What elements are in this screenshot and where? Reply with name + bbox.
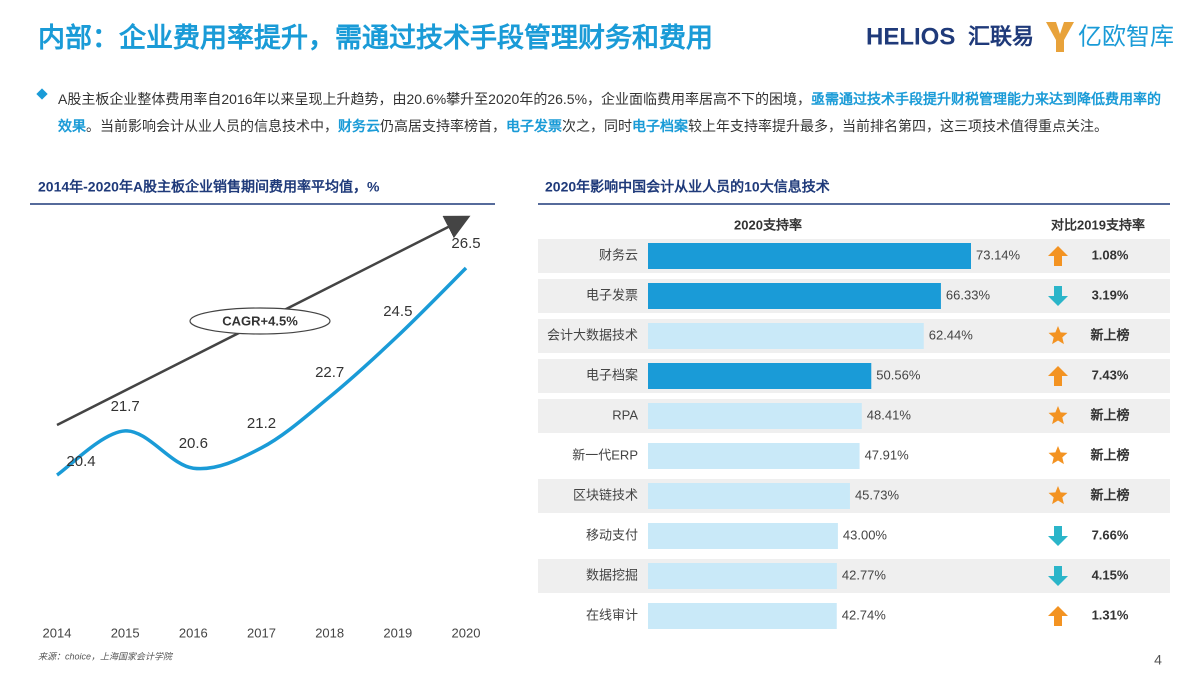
bar [648,363,872,389]
x-tick-label: 2014 [43,625,72,640]
data-label: 42.74% [842,607,887,622]
category-label: 财务云 [599,247,638,262]
logo: 汇联易 [968,24,1034,49]
new-entry-icon [1048,446,1068,465]
logo: HELIOS [866,23,955,50]
category-label: RPA [612,407,638,422]
annotation-box [189,307,331,335]
trend-up-icon [1048,366,1068,386]
bar [648,323,924,349]
bar [648,243,971,269]
x-tick-label: 2020 [452,625,481,640]
change-label: 3.19% [1092,287,1129,302]
category-label: 在线审计 [586,607,638,622]
data-label: 24.5 [383,303,412,320]
intro-segment: 。当前影响会计从业人员的信息技术中， [86,118,338,134]
change-label: 新上榜 [1090,407,1129,422]
category-label: 区块链技术 [573,487,638,502]
logo-icon [1046,22,1074,52]
source: 来源：choice，上海国家会计学院 [38,651,174,661]
trend-up-icon [1048,246,1068,266]
x-tick-label: 2016 [179,625,208,640]
change-label: 新上榜 [1090,327,1129,342]
bar [648,523,838,549]
category-label: 电子发票 [586,287,638,302]
bar [648,443,860,469]
intro-segment: A股主板企业整体费用率自2016年以来呈现上升趋势，由20.6%攀升至2020年… [58,91,812,107]
data-label: 42.77% [842,567,887,582]
change-label: 1.31% [1092,607,1129,622]
bar [648,403,862,429]
x-tick-label: 2017 [247,625,276,640]
category-label: 会计大数据技术 [547,327,638,342]
new-entry-icon [1048,486,1068,505]
intro-text: A股主板企业整体费用率自2016年以来呈现上升趋势，由20.6%攀升至2020年… [58,86,1163,140]
data-label: 21.2 [247,415,276,432]
data-label: 62.44% [929,327,974,342]
data-label: 21.7 [111,398,140,415]
bar [648,603,837,629]
category-label: 数据挖掘 [586,567,638,582]
trend-down-icon [1048,286,1068,306]
data-label: 20.6 [179,435,208,452]
logo: 亿欧智库 [1078,23,1174,50]
change-label: 7.43% [1092,367,1129,382]
x-tick-label: 2015 [111,625,140,640]
intro-emphasis: 电子档案 [632,118,688,134]
data-label: 45.73% [855,487,900,502]
trend-up-icon [1048,606,1068,626]
intro-emphasis: 财务云 [338,118,380,134]
data-label: 26.5 [451,235,480,252]
change-label: 7.66% [1092,527,1129,542]
trend-down-icon [1048,526,1068,546]
new-entry-icon [1048,326,1068,345]
line [55,266,468,477]
data-label: 48.41% [867,407,912,422]
chart-title: 2020年影响中国会计从业人员的10大信息技术 [545,179,830,195]
category-label: 新一代ERP [572,447,638,462]
change-label: 1.08% [1092,247,1129,262]
slide-title: 内部：企业费用率提升，需通过技术手段管理财务和费用 [38,22,713,53]
bar [648,283,941,309]
intro-segment: 仍高居支持率榜首， [380,118,506,134]
new-entry-icon [1048,406,1068,425]
column-header: 对比2019支持率 [1051,217,1145,232]
bar [648,483,850,509]
row-background [538,479,1170,513]
x-tick-label: 2018 [315,625,344,640]
data-label: 73.14% [976,247,1021,262]
data-label: 43.00% [843,527,888,542]
intro-segment: 次之，同时 [562,118,632,134]
column-header: 2020支持率 [734,217,802,232]
data-label: 20.4 [66,453,95,470]
intro-emphasis: 电子发票 [506,118,562,134]
change-label: 新上榜 [1090,487,1129,502]
page-number: 4 [1154,652,1162,668]
bar [648,563,837,589]
x-tick-label: 2019 [383,625,412,640]
data-label: 22.7 [315,364,344,381]
data-label: 50.56% [876,367,921,382]
data-label: 47.91% [865,447,910,462]
category-label: 电子档案 [586,367,638,382]
chart-title: 2014年-2020年A股主板企业销售期间费用率平均值，% [38,179,380,195]
data-label: 66.33% [946,287,991,302]
category-label: 移动支付 [586,527,638,542]
intro-segment: 较上年支持率提升最多，当前排名第四，这三项技术值得重点关注。 [688,118,1108,134]
change-label: 4.15% [1092,567,1129,582]
change-label: 新上榜 [1090,447,1129,462]
trend-down-icon [1048,566,1068,586]
annotation: CAGR+4.5% [222,313,298,328]
intro-emphasis: 亟需通过技术手段提升财税管理能力来达到降低费用率的效果 [58,91,1162,134]
